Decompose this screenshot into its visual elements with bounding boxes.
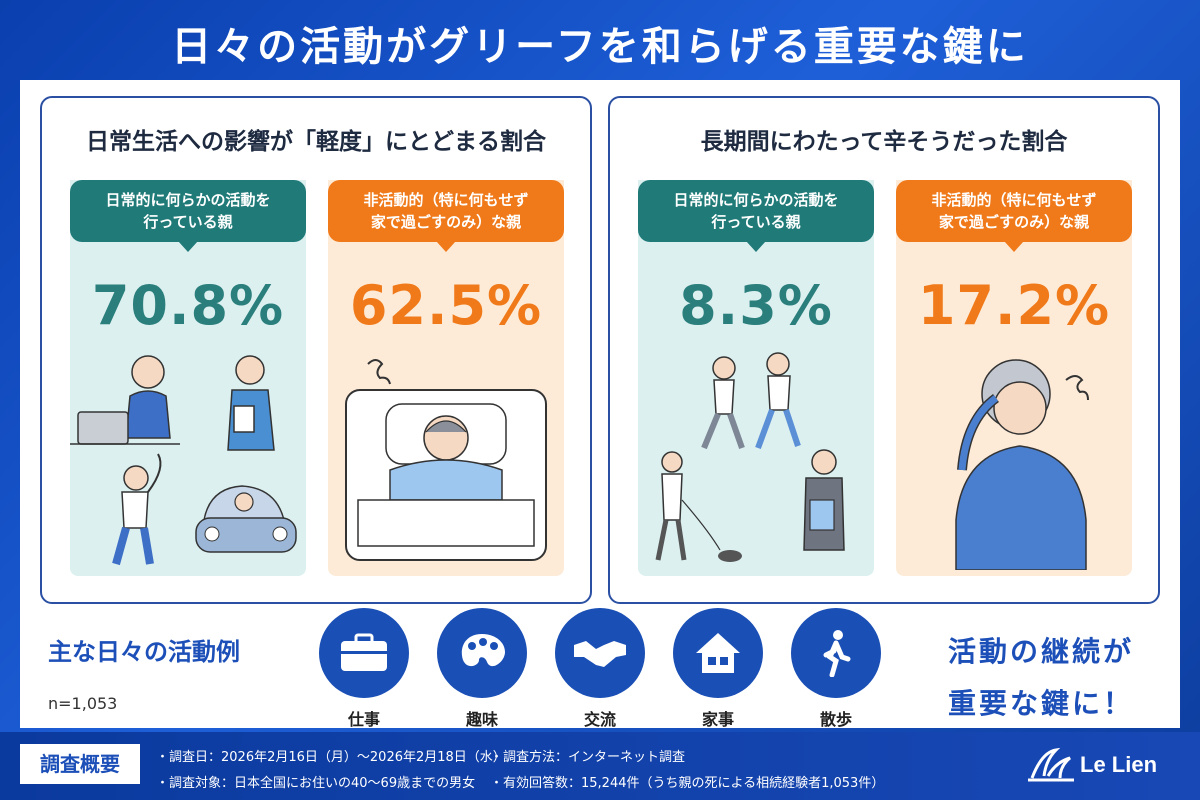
panel-long-term-distress: 長期間にわたって辛そうだった割合 日常的に何らかの活動を 行っている親 8.3% xyxy=(608,96,1160,604)
activity-label: 趣味 xyxy=(465,710,498,729)
examples-heading: 主な日々の活動例 xyxy=(48,638,240,666)
activity-work: 仕事 xyxy=(316,608,412,730)
inactive-parents-badge: 非活動的（特に何もせず 家で過ごすのみ）な親 xyxy=(328,180,564,252)
survey-footer: 調査概要 ・調査日：2026年2月16日（月）〜2026年2月18日（水） ・調… xyxy=(0,732,1200,800)
survey-summary-badge: 調査概要 xyxy=(20,744,140,784)
slogan-line-1: 活動の継続が xyxy=(947,635,1134,668)
sample-size: n=1,053 xyxy=(48,694,118,713)
brand-name: Le Lien xyxy=(1080,752,1158,777)
handshake-icon xyxy=(555,608,645,698)
inactive-parents-column: 非活動的（特に何もせず 家で過ごすのみ）な親 62.5% xyxy=(328,180,564,576)
activity-label: 散歩 xyxy=(819,710,852,729)
active-parents-column: 日常的に何らかの活動を 行っている親 8.3% xyxy=(638,180,874,576)
briefcase-icon xyxy=(319,608,409,698)
badge-line-1: 日常的に何らかの活動を xyxy=(105,191,271,209)
active-parents-badge: 日常的に何らかの活動を 行っている親 xyxy=(70,180,306,252)
inactive-percentage: 17.2% xyxy=(917,274,1111,337)
inactive-percentage: 62.5% xyxy=(349,274,543,337)
slogan: 活動の継続が 重要な鍵に！ xyxy=(926,626,1156,730)
survey-target: ・調査対象：日本全国にお住いの40〜69歳までの男女 xyxy=(156,776,476,791)
palette-icon xyxy=(437,608,527,698)
survey-date: ・調査日：2026年2月16日（月）〜2026年2月18日（水） xyxy=(156,750,506,765)
activity-label: 交流 xyxy=(583,710,616,729)
activity-hobby: 趣味 xyxy=(434,608,530,730)
panel-mild-impact: 日常生活への影響が「軽度」にとどまる割合 日常的に何らかの活動を 行っている親 … xyxy=(40,96,592,604)
badge-line-1: 非活動的（特に何もせず xyxy=(931,191,1097,209)
active-parents-badge: 日常的に何らかの活動を 行っている親 xyxy=(638,180,874,252)
active-percentage: 70.8% xyxy=(91,274,285,337)
walking-icon xyxy=(791,608,881,698)
badge-line-2: 行っている親 xyxy=(711,213,801,231)
badge-line-2: 家で過ごすのみ）な親 xyxy=(938,213,1090,231)
activity-label: 家事 xyxy=(701,710,734,729)
brand-logo: Le Lien xyxy=(1026,746,1186,786)
activity-social: 交流 xyxy=(552,608,648,730)
survey-method: ・調査方法：インターネット調査 xyxy=(490,750,686,765)
house-icon xyxy=(673,608,763,698)
content-sheet: 日常生活への影響が「軽度」にとどまる割合 日常的に何らかの活動を 行っている親 … xyxy=(20,80,1180,730)
slogan-line-2: 重要な鍵に！ xyxy=(947,687,1134,720)
panel-title: 日常生活への影響が「軽度」にとどまる割合 xyxy=(86,129,546,155)
active-people-illustration xyxy=(70,355,297,566)
survey-responses: ・有効回答数：15,244件（うち親の死による相続経験者1,053件） xyxy=(490,776,885,791)
brand-mark-icon xyxy=(1028,747,1074,782)
activity-label: 仕事 xyxy=(347,710,380,729)
badge-line-2: 行っている親 xyxy=(143,213,233,231)
badge-line-2: 家で過ごすのみ）な親 xyxy=(370,213,522,231)
activity-housework: 家事 xyxy=(670,608,766,730)
active-parents-column: 日常的に何らかの活動を 行っている親 70.8% xyxy=(70,180,306,576)
badge-line-1: 日常的に何らかの活動を xyxy=(673,191,839,209)
distressed-woman-illustration xyxy=(955,359,1089,570)
bed-person-illustration xyxy=(345,359,547,561)
panel-title: 長期間にわたって辛そうだった割合 xyxy=(700,129,1068,155)
badge-line-1: 非活動的（特に何もせず xyxy=(363,191,529,209)
walking-people-illustration xyxy=(655,352,845,562)
inactive-parents-column: 非活動的（特に何もせず 家で過ごすのみ）な親 17.2% xyxy=(896,180,1132,576)
page-title: 日々の活動がグリーフを和らげる重要な鍵に xyxy=(171,24,1029,70)
active-percentage: 8.3% xyxy=(679,274,833,337)
inactive-parents-badge: 非活動的（特に何もせず 家で過ごすのみ）な親 xyxy=(896,180,1132,252)
activity-walk: 散歩 xyxy=(788,608,884,730)
